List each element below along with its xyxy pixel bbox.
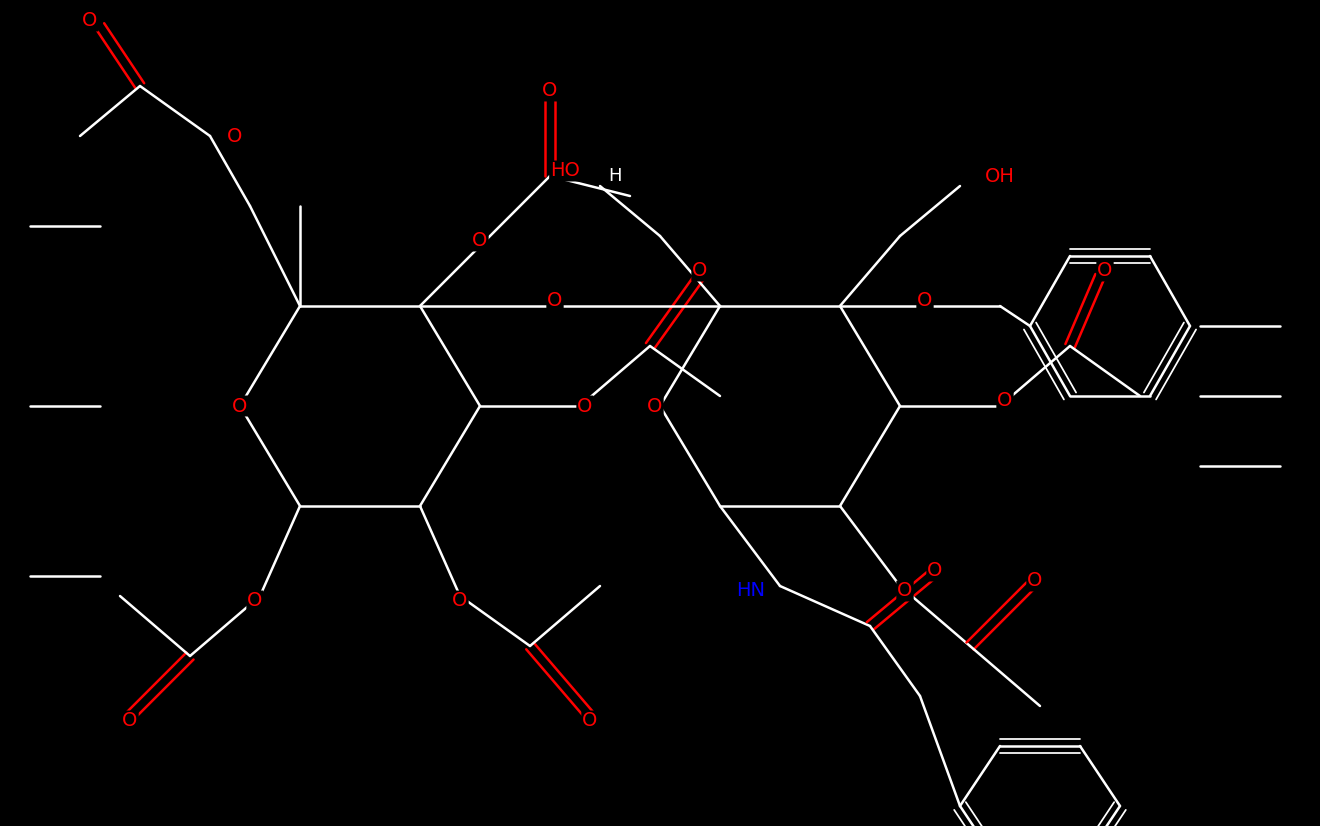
Text: O: O (543, 82, 557, 101)
Text: O: O (82, 12, 98, 31)
Text: HO: HO (550, 162, 579, 181)
Text: O: O (232, 396, 248, 415)
Text: O: O (577, 396, 593, 415)
Text: O: O (473, 231, 487, 250)
Text: O: O (998, 392, 1012, 411)
Text: H: H (609, 167, 622, 185)
Text: OH: OH (985, 167, 1015, 186)
Text: O: O (898, 582, 912, 601)
Text: O: O (928, 562, 942, 581)
Text: HN: HN (737, 582, 766, 601)
Text: O: O (453, 591, 467, 610)
Text: O: O (247, 591, 263, 610)
Text: O: O (548, 292, 562, 311)
Text: O: O (123, 711, 137, 730)
Text: O: O (1027, 572, 1043, 591)
Text: O: O (1097, 262, 1113, 281)
Text: O: O (227, 126, 243, 145)
Text: O: O (692, 262, 708, 281)
Text: O: O (647, 396, 663, 415)
Text: O: O (917, 292, 933, 311)
Text: O: O (582, 711, 598, 730)
